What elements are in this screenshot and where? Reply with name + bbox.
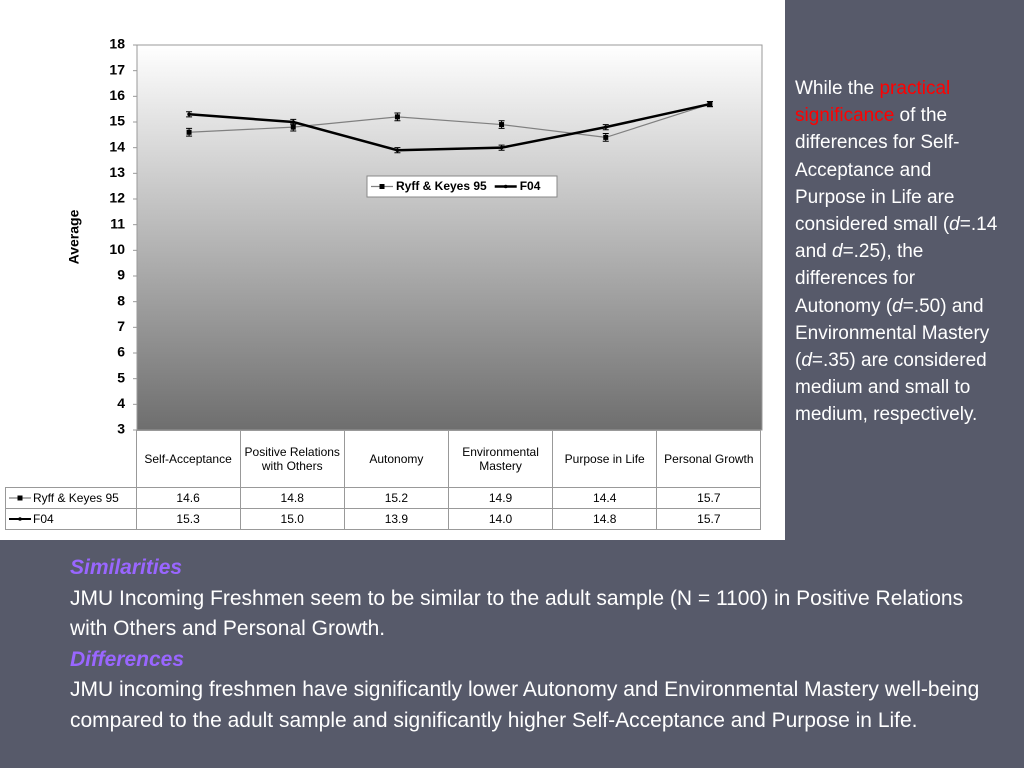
sidebar-part: =.50) and Environmental Mastery (: [795, 295, 990, 372]
marker: [499, 145, 504, 150]
marker: [603, 125, 608, 129]
y-tick-label: 16: [109, 87, 125, 103]
marker: [603, 134, 609, 140]
sidebar-part: =.25), the differences for Autonomy (: [795, 241, 924, 317]
value-cell: 13.9: [343, 507, 449, 530]
sidebar-part: d: [949, 214, 960, 236]
sidebar-part: practical significance: [795, 78, 951, 127]
legend-key: [503, 184, 508, 189]
value-cell: 14.9: [447, 486, 554, 509]
marker: [290, 124, 296, 130]
sidebar-part: =.14 and: [795, 214, 998, 263]
legend-box: [366, 175, 558, 198]
category-label: Autonomy: [343, 430, 449, 488]
legend-key-marker: [17, 495, 23, 501]
value-cell: 14.6: [135, 486, 241, 509]
marker: [187, 112, 191, 117]
sidebar-part: While the: [795, 78, 880, 99]
value-cell: 15.7: [656, 486, 762, 509]
y-tick-label: 5: [117, 369, 125, 385]
legend-label: F04: [520, 179, 541, 193]
sidebar-part: d: [892, 295, 903, 317]
sidebar-text: While the practical significance of the …: [795, 75, 1000, 429]
y-tick-label: 3: [117, 421, 125, 437]
row-label: Ryff & Keyes 95: [5, 486, 137, 509]
y-tick-label: 7: [117, 318, 125, 334]
marker: [186, 129, 192, 135]
y-tick-label: 9: [117, 267, 125, 283]
y-tick-label: 17: [109, 61, 125, 77]
value-cell: 14.8: [552, 507, 658, 530]
row-label-text: F04: [33, 511, 54, 526]
row-label: F04: [5, 507, 137, 530]
plot-area: [136, 44, 763, 431]
marker: [708, 102, 712, 106]
y-tick-label: 15: [109, 113, 125, 129]
value-cell: 14.4: [552, 486, 658, 509]
marker: [395, 148, 400, 153]
value-cell: 14.8: [239, 486, 345, 509]
sidebar-part: d: [801, 350, 812, 372]
marker: [499, 122, 505, 128]
y-tick-label: 13: [109, 164, 125, 180]
note-text: JMU incoming freshmen have significantly…: [70, 678, 980, 732]
y-tick-label: 11: [110, 215, 125, 231]
y-tick-label: 10: [109, 241, 125, 257]
y-tick-label: 14: [109, 138, 125, 154]
y-tick-label: 12: [109, 190, 125, 206]
table-header-row: Self-Acceptance Positive Relations with O…: [6, 430, 762, 488]
value-cell: 15.3: [135, 507, 241, 530]
category-label: Purpose in Life: [552, 430, 658, 488]
y-tick-label: 8: [117, 292, 125, 308]
y-axis-label: Average: [66, 209, 82, 264]
note-heading: Similarities: [70, 556, 183, 579]
category-label: Self-Acceptance: [135, 430, 241, 488]
value-cell: 15.2: [343, 486, 449, 509]
y-tick-label: 6: [117, 344, 125, 360]
marker: [291, 120, 296, 124]
y-tick-label: 4: [117, 395, 125, 411]
data-table: Self-Acceptance Positive Relations with O…: [5, 430, 762, 530]
table-row: Ryff & Keyes 95 14.6 14.8 15.2 14.9 14.4 15.7: [5, 486, 762, 509]
chart: Average 3 4 5 6 7 8 9 10 11 12 13 14 15 16 17 18 Ryff & …: [0, 0, 785, 540]
row-label-text: Ryff & Keyes 95: [33, 490, 119, 505]
legend-label: Ryff & Keyes 95: [396, 179, 487, 193]
series-line: [189, 103, 711, 139]
legend-key: [9, 495, 31, 501]
series-line: [188, 102, 711, 152]
notes: Similarities JMU Incoming Freshmen seem t…: [70, 553, 980, 736]
note-text: JMU Incoming Freshmen seem to be similar…: [70, 586, 964, 641]
value-cell: 15.0: [239, 507, 345, 530]
table-row: F04 15.3 15.0 13.9 14.0 14.8 15.7: [5, 507, 762, 530]
value-cell: 14.0: [447, 507, 554, 530]
sidebar-part: =.35) are considered medium and small to…: [795, 350, 987, 426]
y-tick-label: 18: [109, 36, 125, 52]
legend-key: [9, 517, 31, 522]
category-label: Environmental Mastery: [447, 430, 554, 488]
sidebar-part: d: [831, 241, 843, 263]
legend-key: [379, 184, 385, 189]
category-label: Personal Growth: [656, 430, 762, 488]
blank-cell: [6, 431, 137, 488]
category-label: Positive Relations with Others: [239, 430, 345, 488]
note-heading: Differences: [70, 647, 185, 671]
sidebar-part: of the differences for Self-Acceptance a…: [795, 105, 960, 236]
marker: [394, 114, 400, 120]
value-cell: 15.7: [656, 507, 762, 530]
legend-key-marker: [18, 517, 22, 522]
